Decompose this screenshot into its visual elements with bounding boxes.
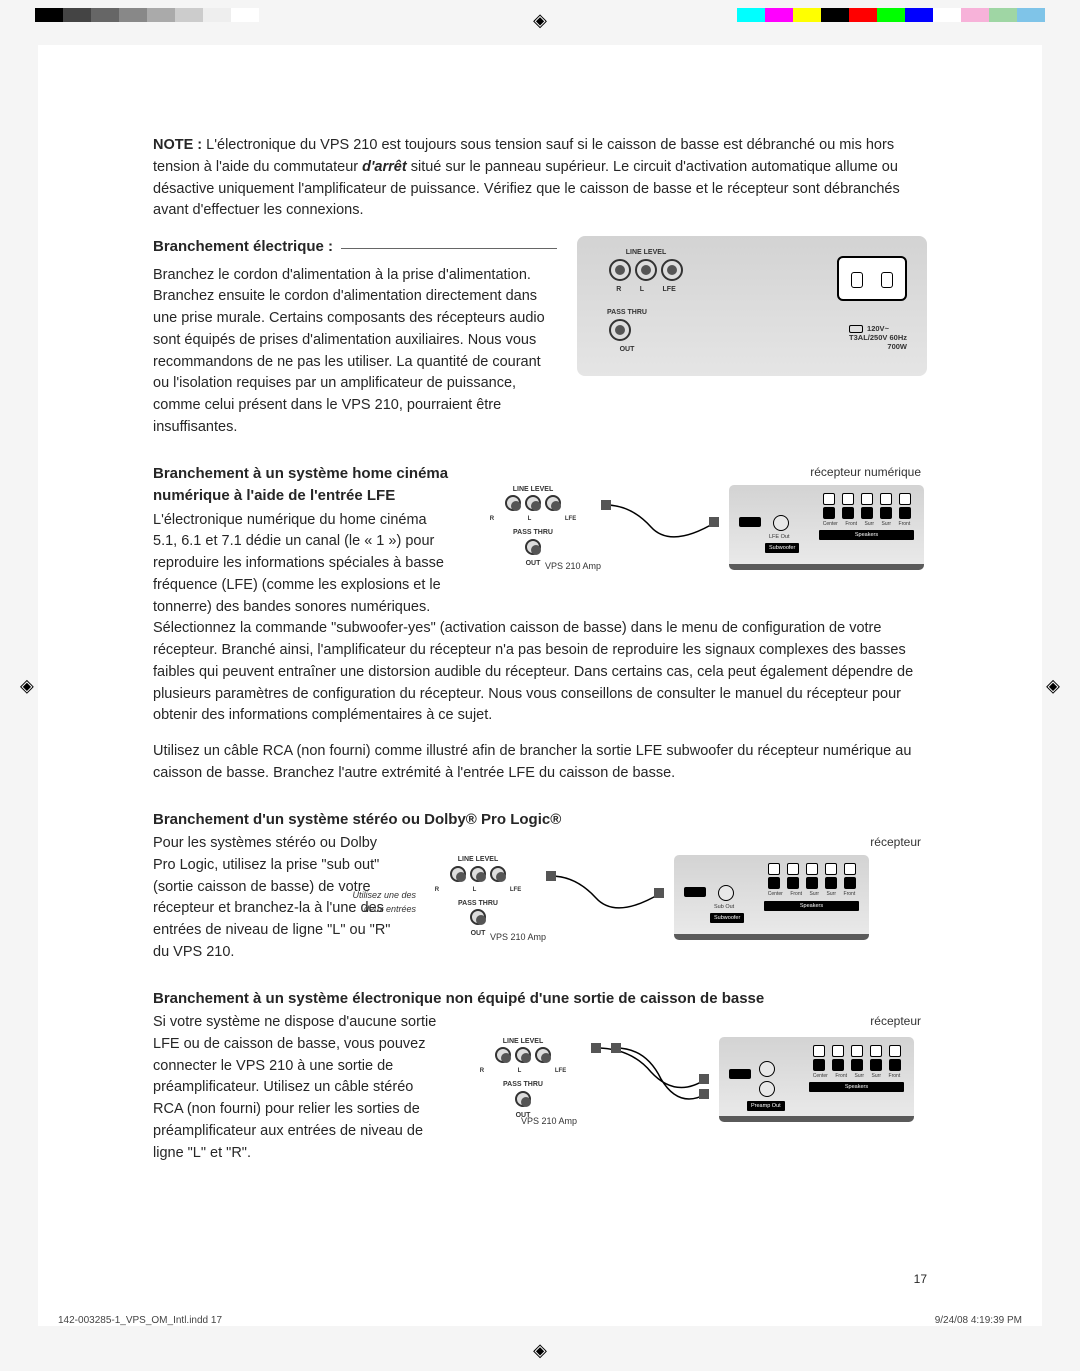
cable-icon bbox=[546, 858, 666, 938]
heading-rule bbox=[341, 248, 557, 249]
heading-stereo: Branchement d'un système stéréo ou Dolby… bbox=[153, 809, 927, 832]
footer-file: 142-003285-1_VPS_OM_Intl.indd 17 bbox=[58, 1315, 222, 1326]
amp-panel-icon: LINE LEVEL RLLFE PASS THRU OUT bbox=[463, 1037, 583, 1122]
prepress-footer: 142-003285-1_VPS_OM_Intl.indd 17 9/24/08… bbox=[0, 1315, 1080, 1326]
body-lfe-2: Sélectionnez la commande "subwoofer-yes"… bbox=[153, 618, 927, 727]
label-lfe: LFE bbox=[663, 285, 676, 296]
registration-mark-icon: ◈ bbox=[20, 675, 34, 696]
amp-panel-icon: LINE LEVEL RLLFE PASS THRU OUT bbox=[418, 855, 538, 940]
section-stereo: Branchement d'un système stéréo ou Dolby… bbox=[153, 809, 927, 964]
page-number: 17 bbox=[914, 1270, 927, 1288]
receiver-icon: Preamp Out CenterFrontSurrSurrFront Spea… bbox=[719, 1037, 914, 1122]
section-nosub: Branchement à un système électronique no… bbox=[153, 988, 927, 1165]
label-receiver: récepteur bbox=[418, 833, 927, 851]
note-paragraph: NOTE : L'électronique du VPS 210 est tou… bbox=[153, 135, 927, 222]
label-pass-thru: PASS THRU bbox=[607, 308, 647, 319]
hint-use-one: Utilisez une des deux entrées bbox=[336, 889, 416, 916]
cable-icon bbox=[601, 487, 721, 567]
note-italic: d'arrêt bbox=[362, 159, 407, 175]
label-vps-amp: VPS 210 Amp bbox=[490, 931, 546, 945]
body-nosub: Si votre système ne dispose d'aucune sor… bbox=[153, 1012, 443, 1164]
receiver-icon: Subwoofer LFE Out CenterFrontSurrSurrFro… bbox=[729, 485, 924, 570]
label-line-level: LINE LEVEL bbox=[607, 248, 685, 259]
page-body: NOTE : L'électronique du VPS 210 est tou… bbox=[38, 45, 1042, 1326]
body-lfe-3: Utilisez un câble RCA (non fourni) comme… bbox=[153, 741, 927, 785]
label-r: R bbox=[616, 285, 621, 296]
label-receiver-digital: récepteur numérique bbox=[473, 463, 927, 481]
label-vps-amp: VPS 210 Amp bbox=[521, 1115, 577, 1129]
diagram-lfe: récepteur numérique LINE LEVEL RLLFE PAS… bbox=[473, 463, 927, 570]
label-vps-amp: VPS 210 Amp bbox=[545, 560, 601, 574]
heading-lfe: Branchement à un système home cinéma num… bbox=[153, 463, 453, 508]
label-out: OUT bbox=[607, 345, 647, 356]
registration-mark-icon: ◈ bbox=[533, 1340, 547, 1361]
section-lfe: Branchement à un système home cinéma num… bbox=[153, 463, 927, 785]
color-bar-left bbox=[35, 8, 259, 22]
label-receiver: récepteur bbox=[463, 1012, 927, 1030]
body-lfe-1: L'électronique numérique du home cinéma … bbox=[153, 510, 453, 619]
receiver-icon: Subwoofer Sub Out CenterFrontSurrSurrFro… bbox=[674, 855, 869, 940]
body-electrical: Branchez le cordon d'alimentation à la p… bbox=[153, 265, 557, 439]
registration-mark-icon: ◈ bbox=[533, 10, 547, 31]
note-label: NOTE : bbox=[153, 137, 202, 153]
footer-timestamp: 9/24/08 4:19:39 PM bbox=[935, 1315, 1022, 1326]
power-inlet-icon bbox=[837, 256, 907, 301]
label-l: L bbox=[640, 285, 644, 296]
cable-stereo-icon bbox=[591, 1034, 711, 1124]
fuse-rating: 120V~ T3AL/250V 60Hz 700W bbox=[849, 324, 907, 351]
heading-nosub: Branchement à un système électronique no… bbox=[153, 988, 927, 1011]
registration-mark-icon: ◈ bbox=[1046, 675, 1060, 696]
diagram-nosub: récepteur LINE LEVEL RLLFE PASS THRU OUT bbox=[463, 1012, 927, 1124]
heading-electrical: Branchement électrique : bbox=[153, 236, 333, 259]
color-bar-right bbox=[737, 8, 1045, 22]
diagram-stereo: récepteur Utilisez une des deux entrées … bbox=[418, 833, 927, 940]
section-electrical: Branchement électrique : Branchez le cor… bbox=[153, 236, 927, 439]
amp-panel-icon: LINE LEVEL RLLFE PASS THRU OUT bbox=[473, 485, 593, 570]
diagram-power-panel: LINE LEVEL R L LFE PASS THRU OUT 120V~ bbox=[577, 236, 927, 376]
